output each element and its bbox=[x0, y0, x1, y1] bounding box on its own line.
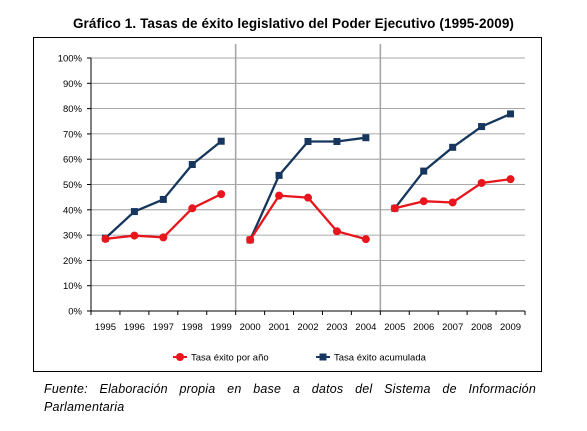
x-tick-labels: 1995 1996 1997 1998 1999 2000 2001 2002 2003 2004… bbox=[95, 322, 521, 333]
x-tick-label: 1997 bbox=[153, 322, 174, 333]
data-point bbox=[361, 235, 370, 244]
data-point bbox=[159, 195, 167, 203]
y-tick-label: 0% bbox=[68, 307, 82, 318]
data-point bbox=[130, 208, 138, 216]
x-tick-label: 2002 bbox=[297, 322, 318, 333]
data-point bbox=[275, 191, 284, 200]
grid-lines bbox=[91, 57, 525, 287]
y-tick-label: 100% bbox=[58, 54, 83, 65]
x-tick-label: 1999 bbox=[211, 322, 232, 333]
data-point bbox=[507, 110, 515, 118]
data-point bbox=[362, 134, 370, 142]
legend-label: Tasa éxito acumulada bbox=[334, 353, 427, 364]
data-point bbox=[217, 137, 225, 145]
data-point bbox=[420, 167, 428, 175]
source-note: Fuente: Elaboración propia en base a dat… bbox=[44, 382, 536, 414]
series-line bbox=[104, 140, 222, 239]
data-point bbox=[304, 137, 312, 145]
y-tick-label: 90% bbox=[63, 79, 83, 90]
x-tick-label: 2005 bbox=[384, 322, 405, 333]
x-tick-label: 1998 bbox=[182, 322, 203, 333]
x-tick-label: 1995 bbox=[95, 322, 116, 333]
data-point bbox=[390, 204, 399, 213]
series-tasa-xito-por-a-o bbox=[101, 175, 515, 244]
data-point bbox=[478, 123, 486, 131]
series-tasa-xito-acumulada bbox=[101, 110, 515, 244]
series-line bbox=[249, 136, 367, 241]
legend-item: Tasa éxito por año bbox=[173, 353, 269, 364]
data-point bbox=[188, 204, 197, 213]
data-point bbox=[246, 235, 255, 244]
series-line bbox=[393, 112, 511, 209]
data-point bbox=[448, 198, 457, 207]
y-tick-label: 10% bbox=[63, 281, 83, 292]
chart-frame bbox=[33, 37, 542, 372]
data-point bbox=[188, 161, 196, 169]
y-tick-label: 60% bbox=[63, 155, 83, 166]
legend: Tasa éxito por año Tasa éxito acumulada bbox=[173, 353, 427, 364]
axes bbox=[87, 57, 526, 315]
y-tick-label: 50% bbox=[63, 180, 83, 191]
x-tick-label: 2006 bbox=[413, 322, 434, 333]
data-point bbox=[332, 227, 341, 236]
x-tick-label: 1996 bbox=[124, 322, 145, 333]
legend-marker bbox=[176, 353, 184, 361]
y-tick-label: 80% bbox=[63, 104, 83, 115]
data-point bbox=[275, 171, 283, 179]
x-tick-label: 2008 bbox=[471, 322, 492, 333]
data-point bbox=[101, 234, 110, 243]
data-series bbox=[101, 110, 515, 244]
data-point bbox=[419, 197, 428, 206]
period-separators bbox=[234, 44, 382, 311]
legend-marker bbox=[319, 353, 327, 361]
x-tick-label: 2004 bbox=[355, 322, 376, 333]
x-tick-label: 2007 bbox=[442, 322, 463, 333]
chart-title: Gráfico 1. Tasas de éxito legislativo de… bbox=[72, 16, 515, 31]
y-tick-label: 30% bbox=[63, 231, 83, 242]
x-tick-label: 2001 bbox=[268, 322, 289, 333]
y-tick-label: 70% bbox=[63, 129, 83, 140]
data-point bbox=[333, 137, 341, 145]
data-point bbox=[477, 178, 486, 187]
data-point bbox=[506, 175, 515, 184]
data-point bbox=[449, 143, 457, 151]
x-tick-label: 2009 bbox=[500, 322, 521, 333]
data-point bbox=[217, 190, 226, 199]
legend-label: Tasa éxito por año bbox=[191, 353, 269, 364]
x-tick-label: 2000 bbox=[240, 322, 261, 333]
y-tick-labels: 0% 10% 20% 30% 40% 50% 60% 70% 80% 90% 100% bbox=[58, 54, 83, 318]
data-point bbox=[304, 193, 312, 202]
x-tick-label: 2003 bbox=[326, 322, 347, 333]
y-tick-label: 20% bbox=[63, 256, 83, 267]
data-point bbox=[159, 233, 168, 242]
y-tick-label: 40% bbox=[63, 205, 83, 216]
legend-item: Tasa éxito acumulada bbox=[316, 353, 427, 364]
data-point bbox=[130, 231, 139, 240]
